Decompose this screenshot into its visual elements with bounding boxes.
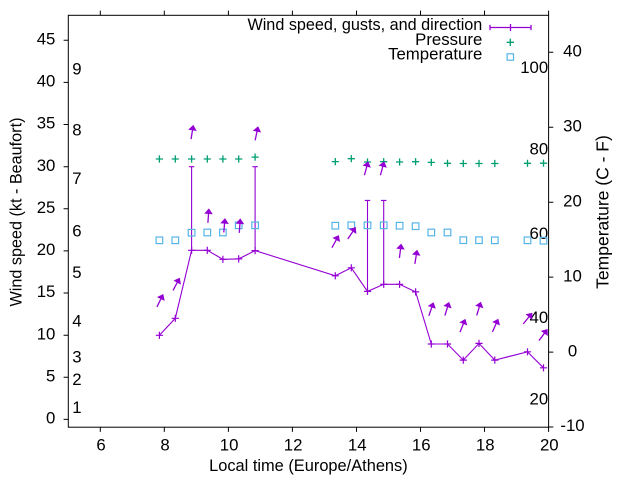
svg-text:40: 40 xyxy=(563,42,582,61)
svg-text:20: 20 xyxy=(540,435,559,454)
svg-text:Temperature: Temperature xyxy=(388,45,482,64)
svg-text:20: 20 xyxy=(530,390,549,409)
svg-text:25: 25 xyxy=(37,198,56,217)
svg-text:40: 40 xyxy=(37,72,56,91)
svg-text:80: 80 xyxy=(530,140,549,159)
svg-text:Local time (Europe/Athens): Local time (Europe/Athens) xyxy=(209,457,408,475)
svg-text:35: 35 xyxy=(37,114,56,133)
svg-text:8: 8 xyxy=(160,435,169,454)
svg-text:0: 0 xyxy=(568,341,577,360)
svg-text:30: 30 xyxy=(37,156,56,175)
svg-text:7: 7 xyxy=(72,169,81,188)
svg-text:8: 8 xyxy=(72,121,81,140)
svg-text:60: 60 xyxy=(530,224,549,243)
svg-text:Pressure: Pressure xyxy=(415,30,482,49)
svg-text:10: 10 xyxy=(563,266,582,285)
svg-text:9: 9 xyxy=(72,60,81,79)
svg-text:6: 6 xyxy=(72,222,81,241)
svg-text:5: 5 xyxy=(72,263,81,282)
svg-text:Temperature (C - F): Temperature (C - F) xyxy=(593,135,613,289)
svg-text:45: 45 xyxy=(37,30,56,49)
svg-text:15: 15 xyxy=(37,282,56,301)
svg-text:5: 5 xyxy=(46,367,55,386)
svg-text:16: 16 xyxy=(412,435,431,454)
svg-text:-10: -10 xyxy=(560,416,584,435)
svg-text:6: 6 xyxy=(96,435,105,454)
svg-text:2: 2 xyxy=(72,370,81,389)
svg-text:10: 10 xyxy=(220,435,239,454)
svg-text:30: 30 xyxy=(563,117,582,136)
svg-text:20: 20 xyxy=(37,240,56,259)
svg-text:12: 12 xyxy=(284,435,303,454)
svg-text:14: 14 xyxy=(348,435,367,454)
svg-text:1: 1 xyxy=(72,398,81,417)
svg-text:4: 4 xyxy=(72,312,81,331)
svg-text:Wind speed, gusts, and directi: Wind speed, gusts, and direction xyxy=(247,16,482,34)
svg-text:Wind speed (kt - Beaufort): Wind speed (kt - Beaufort) xyxy=(8,118,26,307)
svg-text:20: 20 xyxy=(563,191,582,210)
svg-text:100: 100 xyxy=(520,58,548,77)
svg-text:0: 0 xyxy=(46,409,55,428)
svg-text:18: 18 xyxy=(476,435,495,454)
svg-text:40: 40 xyxy=(530,308,549,327)
svg-text:3: 3 xyxy=(72,348,81,367)
svg-text:10: 10 xyxy=(37,324,56,343)
